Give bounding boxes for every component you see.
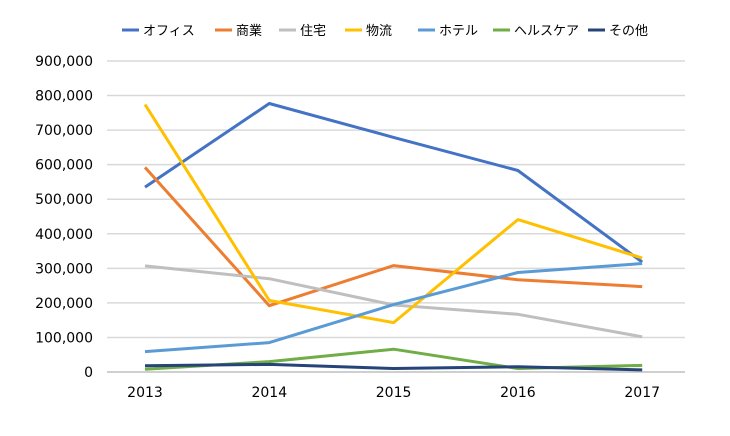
y-axis: 0 100,000 200,000 300,000 400,000 500,000 600,… [35, 54, 93, 381]
legend-label: オフィス [143, 24, 195, 39]
legend-label: 商業 [236, 23, 262, 39]
y-tick-label: 800,000 [35, 89, 93, 105]
series-line-6 [144, 362, 643, 372]
legend-label: ホテル [439, 24, 478, 39]
y-tick-label: 900,000 [35, 54, 93, 70]
series-line-0 [144, 102, 644, 264]
y-tick-label: 200,000 [35, 296, 93, 312]
legend-item: ヘルスケア [493, 24, 579, 39]
legend-label: 物流 [366, 24, 392, 39]
legend-item: 住宅 [279, 24, 326, 39]
legend-item: その他 [588, 24, 648, 39]
y-tick-label: 500,000 [35, 192, 93, 208]
x-axis: 2013 2014 2015 2016 2017 [127, 385, 660, 401]
series-line-3 [143, 103, 643, 325]
series-line-2 [144, 264, 643, 339]
legend-label: その他 [609, 24, 648, 39]
y-tick-label: 700,000 [35, 123, 93, 139]
series-line-4 [144, 262, 643, 354]
legend-item: オフィス [122, 24, 195, 39]
series-lines [143, 102, 644, 372]
legend-label: 住宅 [300, 24, 326, 39]
x-tick-label: 2017 [624, 385, 660, 401]
y-tick-label: 100,000 [35, 330, 93, 346]
legend-item: 物流 [345, 24, 392, 39]
legend: オフィス 商業 住宅 物流 ホテル ヘルスケア その他 [122, 23, 648, 39]
x-tick-label: 2015 [376, 385, 412, 401]
legend-item: 商業 [215, 23, 262, 39]
y-tick-label: 0 [84, 365, 93, 381]
y-tick-label: 300,000 [35, 261, 93, 277]
x-tick-label: 2013 [127, 385, 163, 401]
legend-item: ホテル [418, 24, 478, 39]
legend-label: ヘルスケア [514, 24, 579, 39]
x-tick-label: 2016 [500, 385, 536, 401]
gridlines [107, 60, 685, 373]
y-tick-label: 600,000 [35, 158, 93, 174]
x-tick-label: 2014 [251, 385, 287, 401]
y-tick-label: 400,000 [35, 227, 93, 243]
series-line-1 [143, 166, 643, 308]
